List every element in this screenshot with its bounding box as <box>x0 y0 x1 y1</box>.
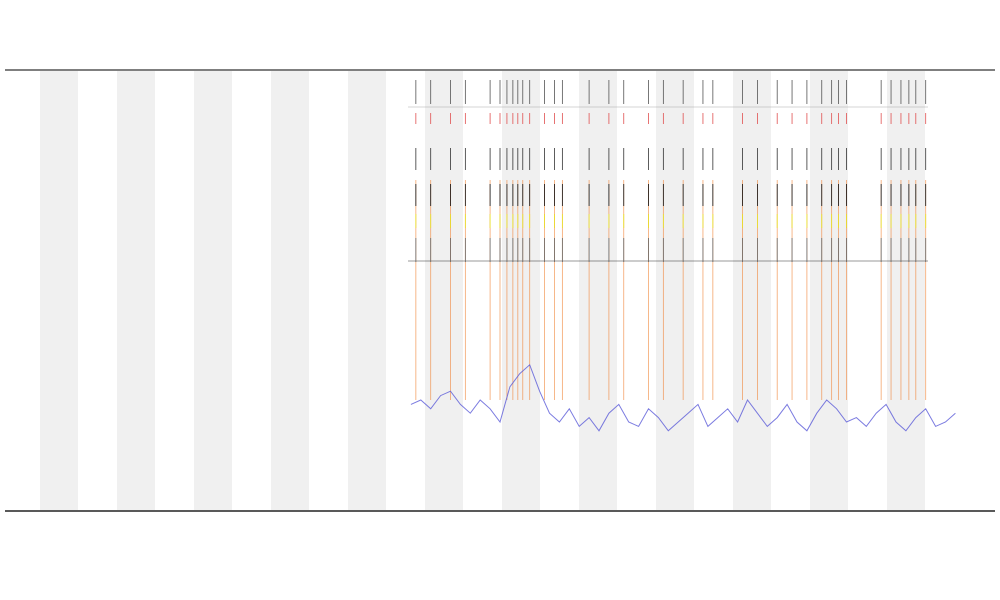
band <box>887 71 925 510</box>
band <box>425 71 463 510</box>
band <box>40 71 78 510</box>
band <box>348 71 386 510</box>
band <box>733 71 771 510</box>
band <box>502 71 540 510</box>
band <box>810 71 848 510</box>
band <box>271 71 309 510</box>
band <box>194 71 232 510</box>
band <box>117 71 155 510</box>
band <box>579 71 617 510</box>
series-line <box>410 363 956 432</box>
band <box>656 71 694 510</box>
